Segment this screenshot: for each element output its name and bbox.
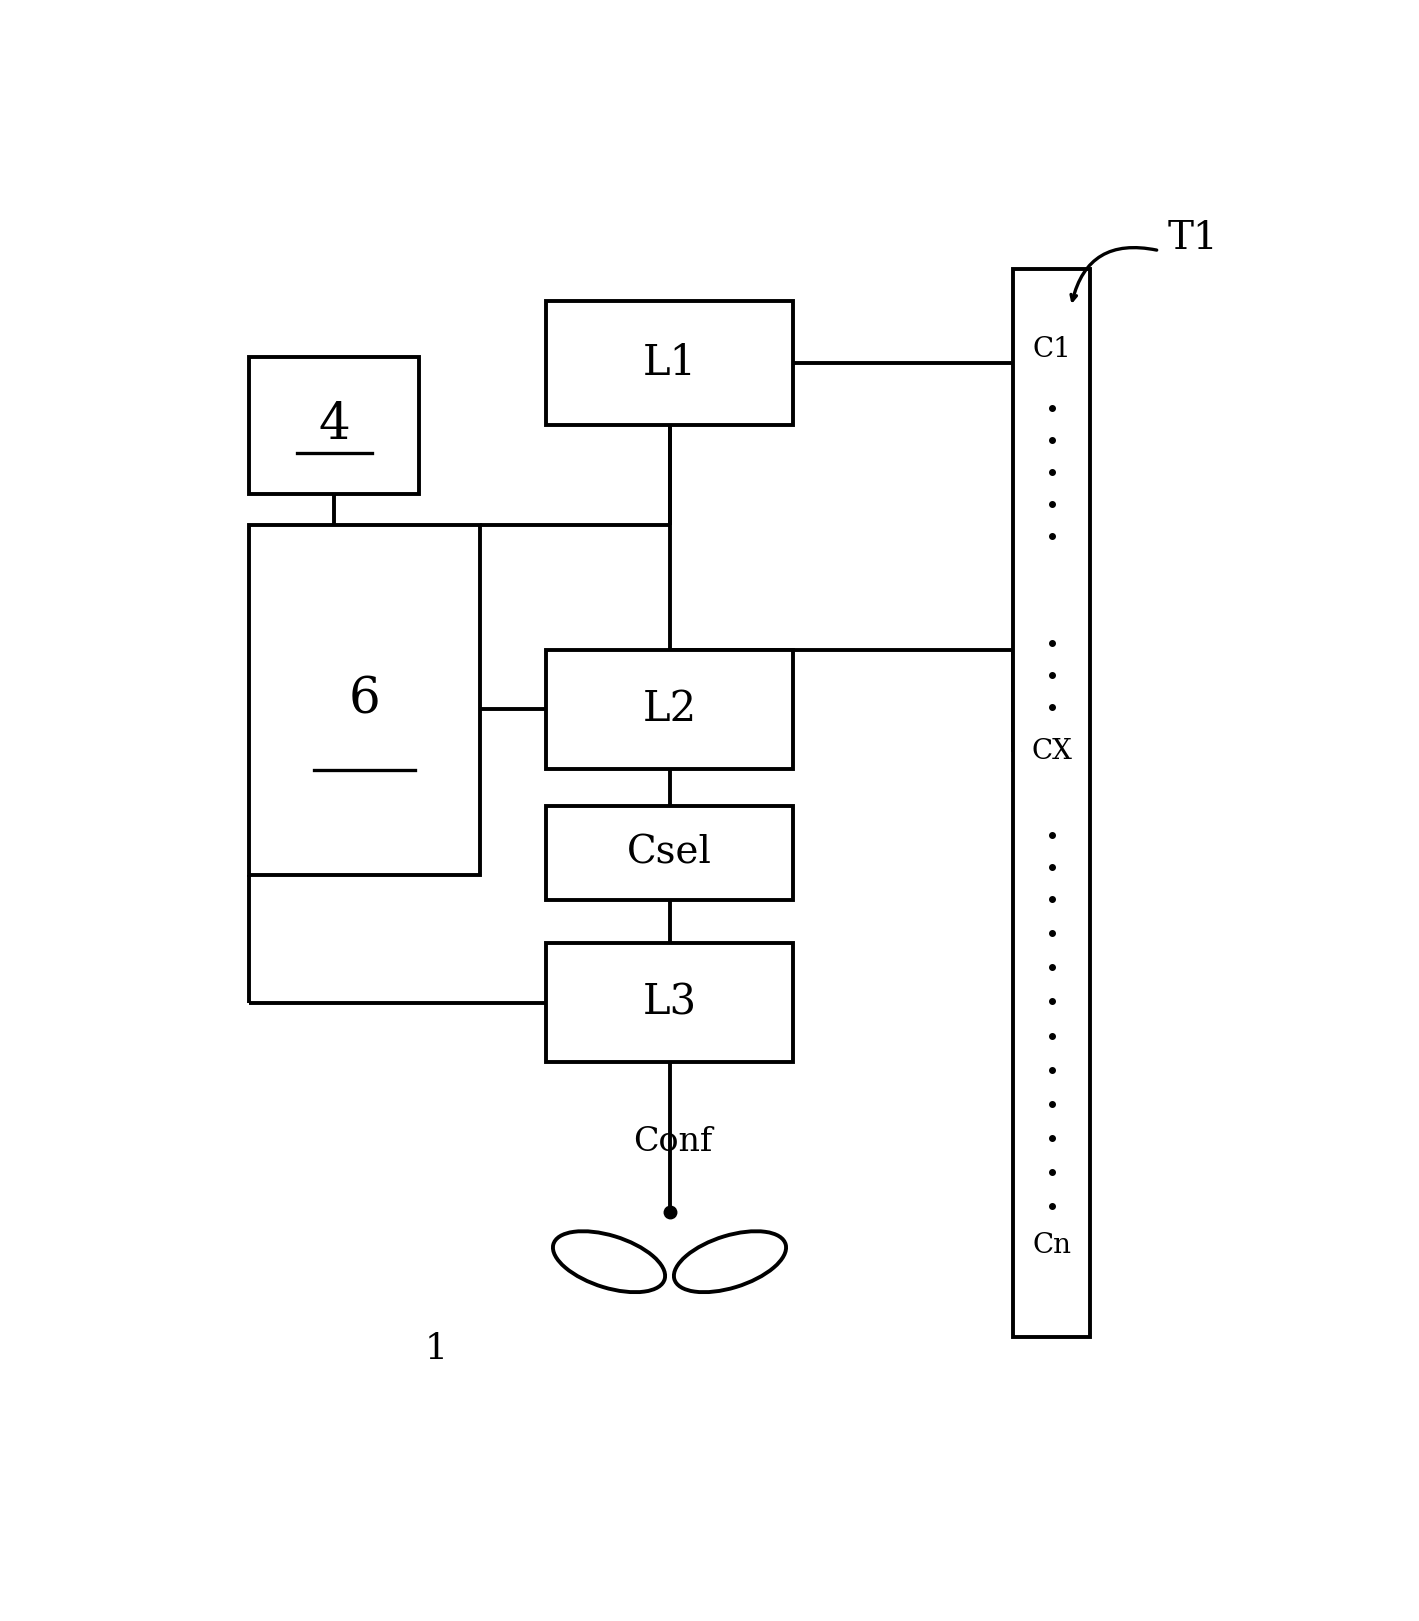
Text: L3: L3 [643,982,697,1024]
Text: L2: L2 [643,689,697,731]
Text: 1: 1 [424,1332,447,1367]
Bar [1013,269,1090,1337]
Ellipse shape [553,1232,666,1292]
Text: C1: C1 [1032,336,1071,363]
Text: Conf: Conf [633,1127,712,1157]
Bar [248,357,420,494]
Bar [546,943,793,1062]
Bar [546,650,793,768]
Text: 4: 4 [318,400,350,451]
Text: Cn: Cn [1032,1232,1071,1260]
Ellipse shape [674,1232,786,1292]
Text: Csel: Csel [627,835,712,872]
Text: CX: CX [1032,738,1073,765]
Text: L1: L1 [643,342,697,384]
Bar [546,806,793,900]
Text: 6: 6 [349,676,380,725]
Bar [248,525,480,875]
Bar [546,300,793,425]
Text: T1: T1 [1168,220,1218,256]
